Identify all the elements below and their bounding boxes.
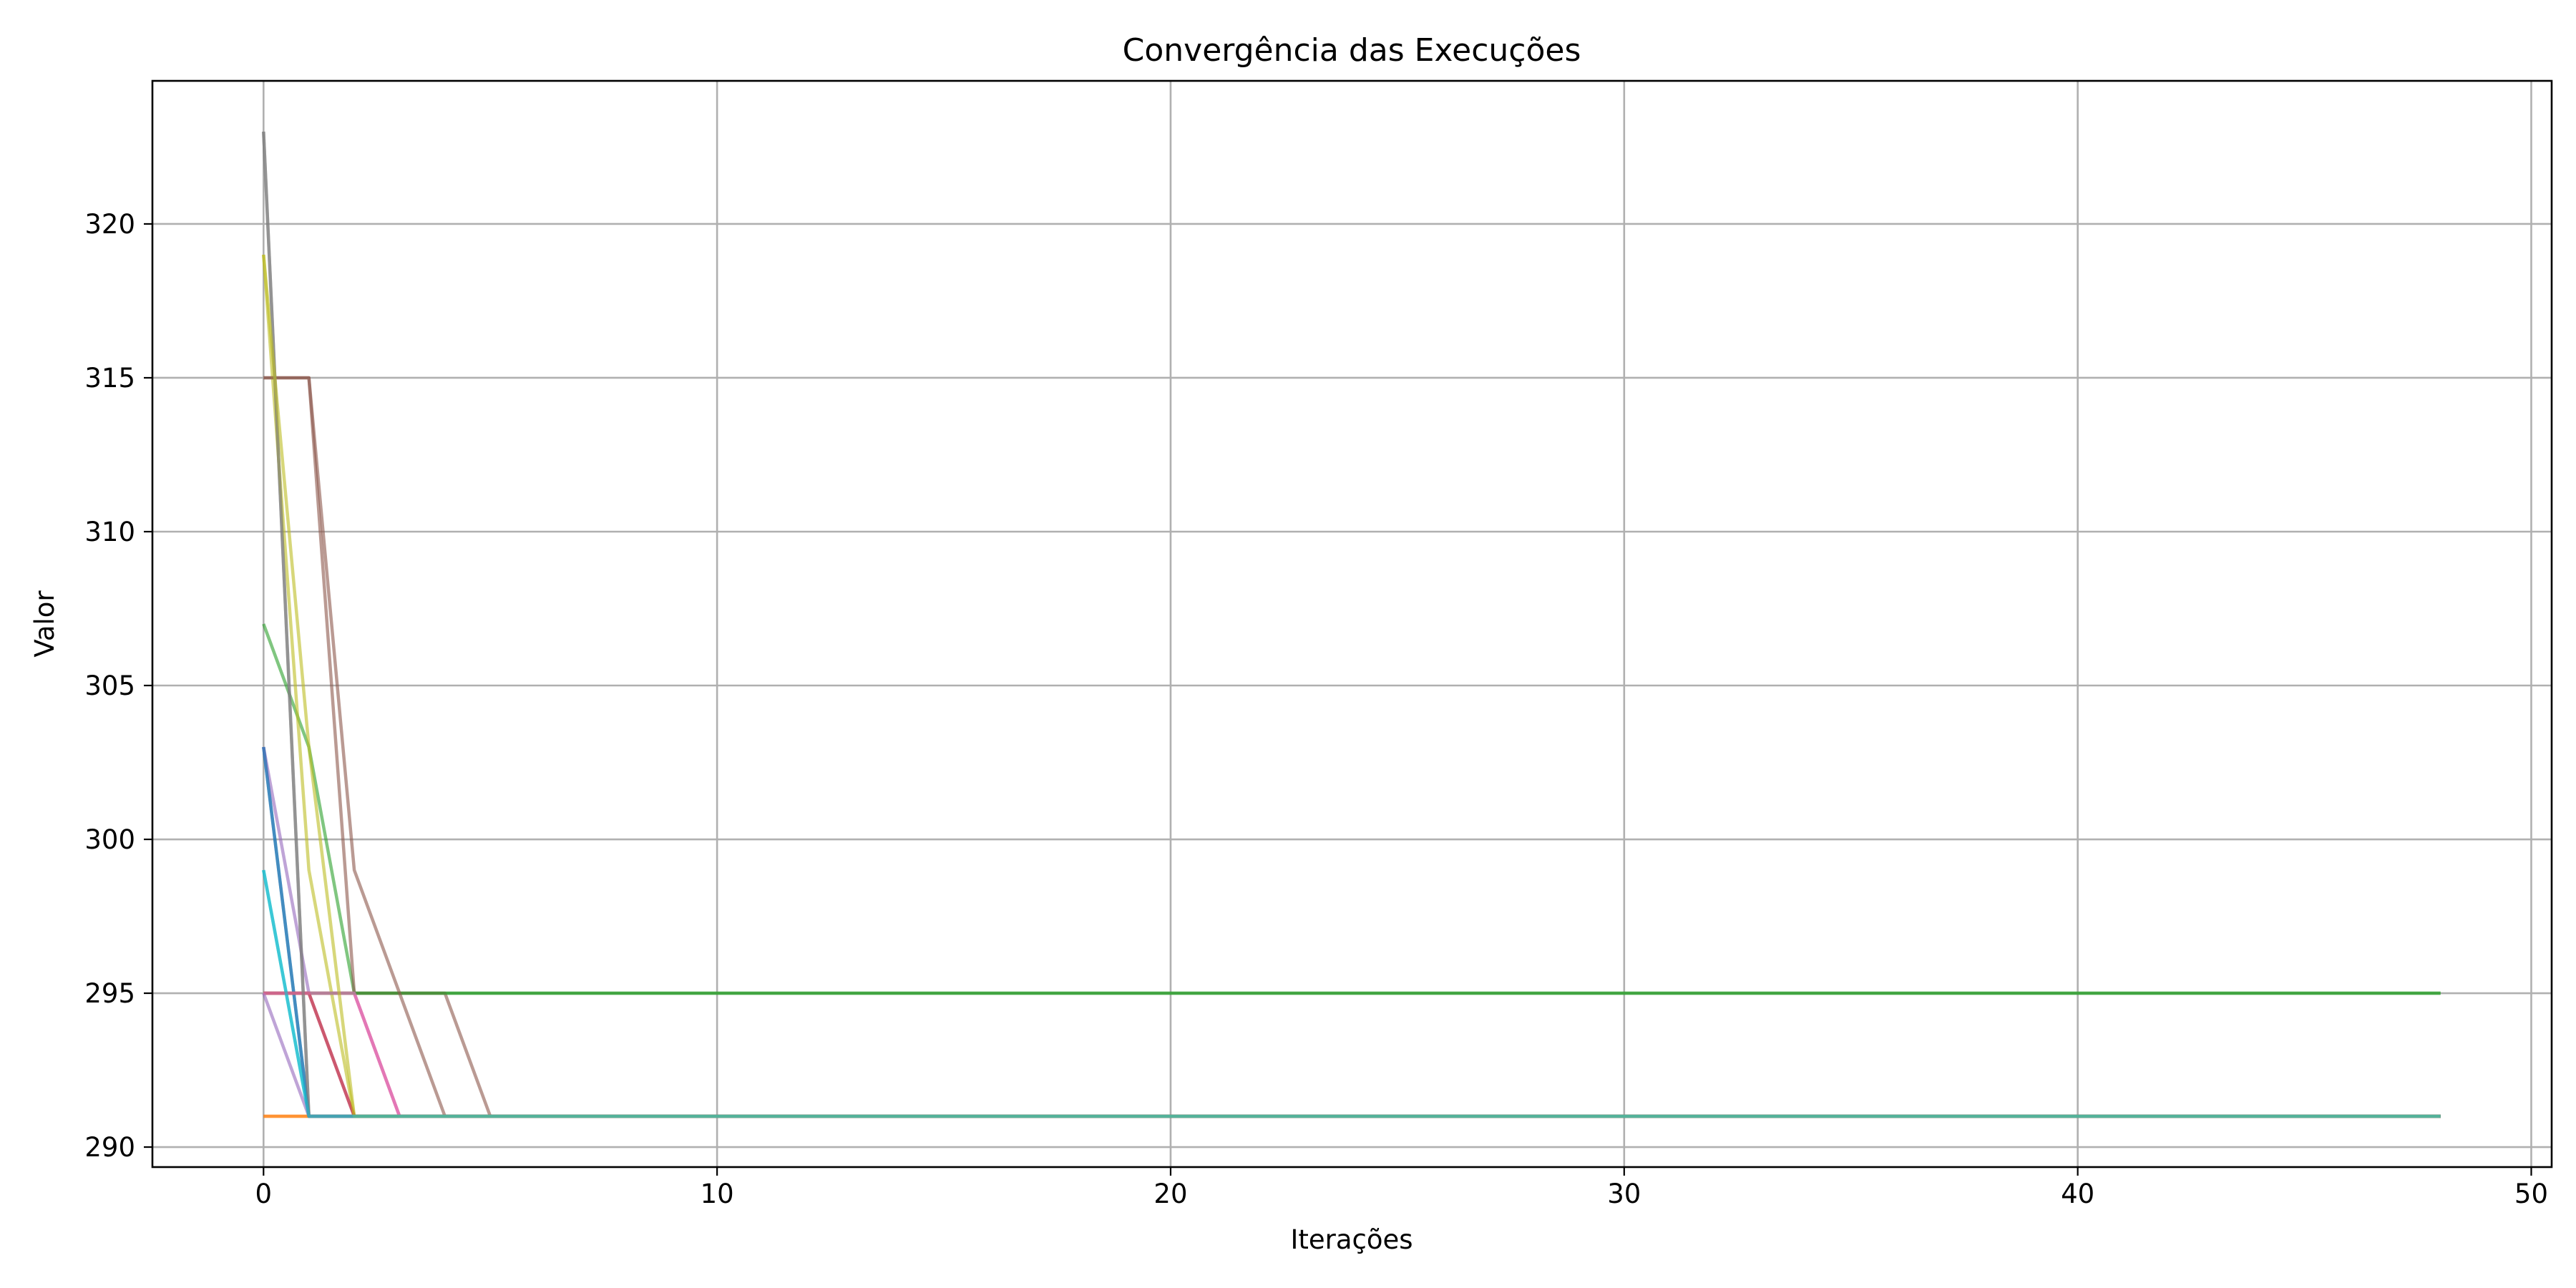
y-axis-label: Valor bbox=[29, 590, 60, 658]
series-lines bbox=[262, 131, 2441, 1118]
series-line-15 bbox=[262, 992, 2441, 1118]
y-tick-label: 310 bbox=[84, 517, 135, 547]
series-line-8 bbox=[262, 131, 2441, 1118]
series-line-16 bbox=[263, 376, 2441, 1118]
series-line-14 bbox=[263, 991, 2441, 1118]
x-tick-label: 50 bbox=[2514, 1179, 2548, 1209]
series-line-17 bbox=[263, 991, 2441, 1118]
series-line-18 bbox=[262, 131, 2441, 1118]
chart-title: Convergência das Execuções bbox=[1123, 32, 1581, 69]
series-line-4 bbox=[263, 991, 2441, 1118]
x-tick-label: 40 bbox=[2061, 1179, 2094, 1209]
series-line-1 bbox=[262, 746, 2441, 1118]
axis-ticks: 0 10 20 30 40 50 290 295 300 305 310 315 320 bbox=[84, 209, 2548, 1209]
y-tick-label: 290 bbox=[84, 1132, 135, 1163]
x-tick-label: 0 bbox=[255, 1179, 273, 1209]
x-tick-label: 30 bbox=[1607, 1179, 1641, 1209]
y-tick-label: 320 bbox=[84, 209, 135, 240]
x-tick-label: 20 bbox=[1153, 1179, 1187, 1209]
x-tick-label: 10 bbox=[701, 1179, 734, 1209]
series-line-20 bbox=[262, 869, 2441, 1118]
plot-frame bbox=[151, 79, 2553, 1169]
series-line-11 bbox=[262, 746, 2441, 1118]
y-tick-label: 315 bbox=[84, 363, 135, 394]
x-axis-label: Iterações bbox=[1290, 1224, 1413, 1255]
series-line-3 bbox=[262, 623, 2441, 995]
series-line-6 bbox=[263, 376, 2441, 1118]
y-tick-label: 295 bbox=[84, 978, 135, 1009]
grid bbox=[152, 81, 2552, 1167]
y-tick-label: 305 bbox=[84, 670, 135, 701]
series-line-5 bbox=[262, 746, 2441, 1118]
series-line-7 bbox=[263, 991, 2441, 1118]
y-tick-label: 300 bbox=[84, 824, 135, 855]
